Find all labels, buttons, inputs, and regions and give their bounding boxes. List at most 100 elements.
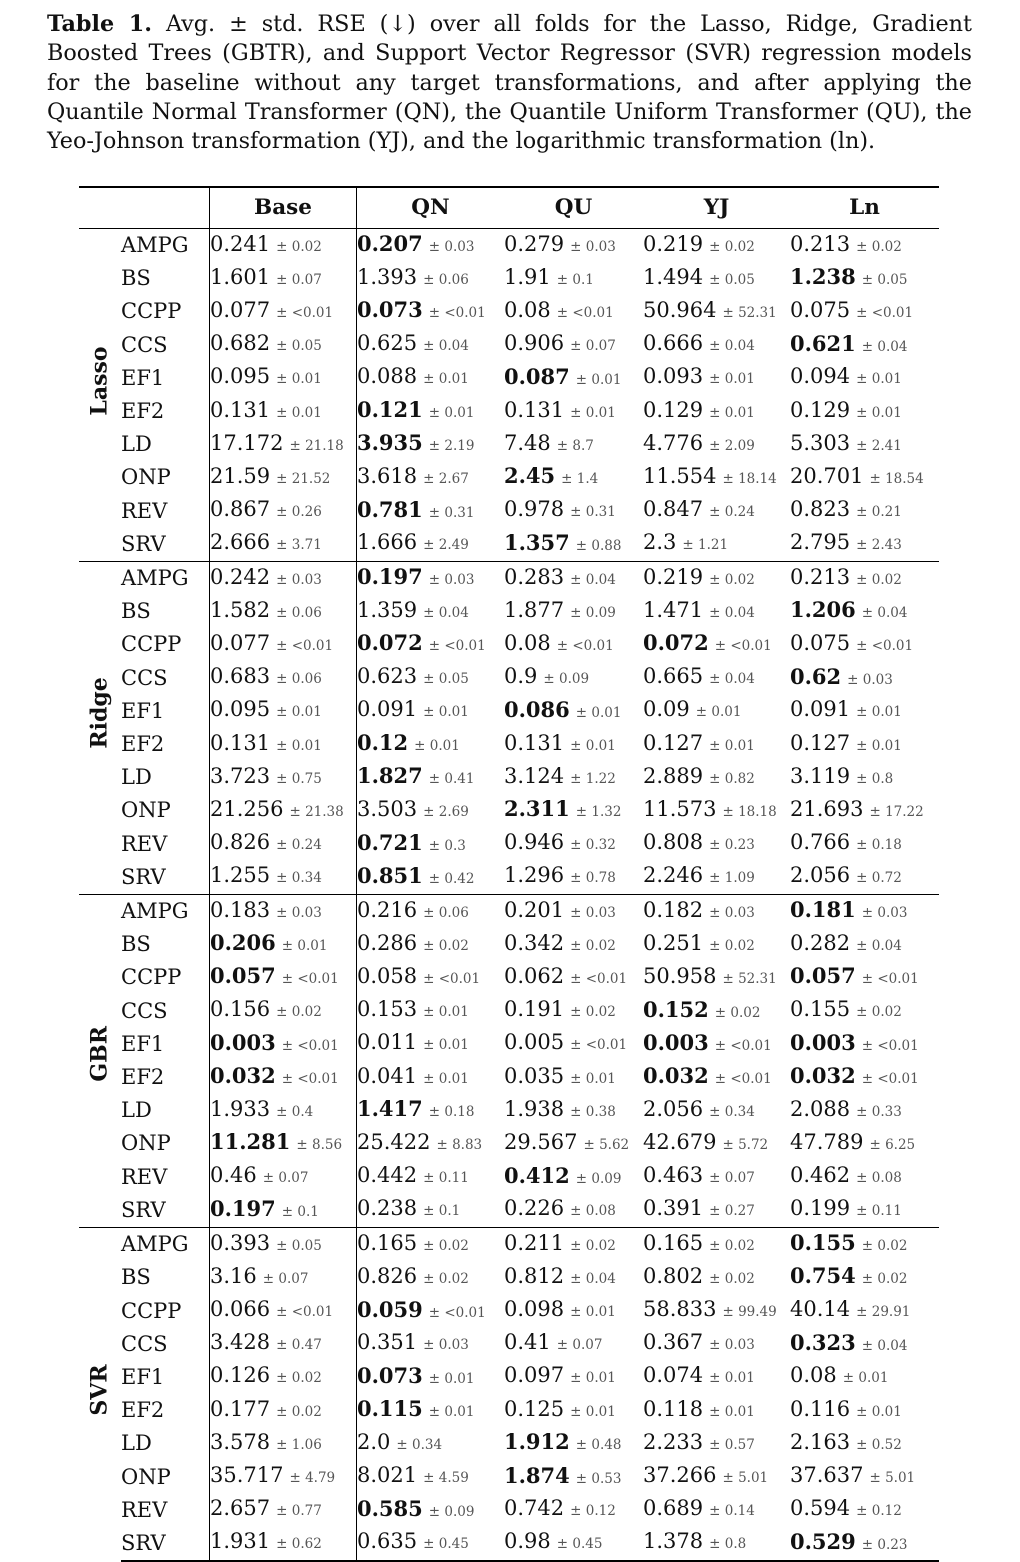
mean-value: 0.802 xyxy=(643,1263,704,1288)
dataset-label: LD xyxy=(121,432,152,457)
dataset-label: CCPP xyxy=(121,299,182,324)
value-cell-base: 1.255 ± 0.34 xyxy=(209,860,357,895)
value-cell-qu: 0.191 ± 0.02 xyxy=(504,995,643,1028)
mean-value: 11.554 xyxy=(643,463,717,488)
std-value: ± <0.01 xyxy=(276,1304,334,1320)
std-value: ± 0.62 xyxy=(276,1536,322,1553)
group-label-cell: Ridge xyxy=(79,561,121,895)
mean-value: 37.266 xyxy=(643,1463,717,1488)
mean-value: 0.226 xyxy=(504,1196,565,1221)
mean-value: 0.46 xyxy=(210,1163,257,1188)
mean-value: 0.129 xyxy=(790,397,851,422)
std-value: ± 0.4 xyxy=(276,1103,314,1120)
std-value: ± <0.01 xyxy=(428,1304,486,1321)
table-row: ONP 35.717 ± 4.79 8.021 ± 4.59 1.874 ± 0.53 37.… xyxy=(79,1460,939,1494)
mean-value: 7.48 xyxy=(504,430,551,455)
value-cell-qu: 0.08 ± <0.01 xyxy=(504,628,643,661)
std-value: ± <0.01 xyxy=(281,971,339,988)
value-cell-ln: 0.213 ± 0.02 xyxy=(790,561,939,596)
value-cell-yj: 0.127 ± 0.01 xyxy=(643,728,790,761)
mean-value: 0.126 xyxy=(210,1363,271,1388)
value-cell-ln: 2.163 ± 0.52 xyxy=(790,1427,939,1460)
best-mean-value: 1.417 xyxy=(357,1096,423,1122)
dataset-label: EF2 xyxy=(121,1065,165,1090)
dataset-label: ONP xyxy=(121,1464,171,1489)
mean-value: 0.219 xyxy=(643,231,704,256)
mean-value: 2.233 xyxy=(643,1429,704,1454)
value-cell-yj: 0.808 ± 0.23 xyxy=(643,828,790,861)
mean-value: 21.256 xyxy=(210,796,284,821)
value-cell-qn: 0.851 ± 0.42 xyxy=(357,861,505,895)
std-value: ± 0.01 xyxy=(276,404,322,421)
std-value: ± 4.79 xyxy=(289,1470,336,1487)
value-cell-qu: 0.412 ± 0.09 xyxy=(504,1161,643,1194)
value-cell-yj: 2.3 ± 1.21 xyxy=(643,528,790,562)
std-value: ± 0.03 xyxy=(423,1337,469,1354)
dataset-label: SRV xyxy=(121,1526,210,1562)
std-value: ± 0.02 xyxy=(709,571,755,588)
mean-value: 3.16 xyxy=(210,1263,257,1288)
value-cell-qu: 1.874 ± 0.53 xyxy=(504,1461,643,1494)
value-cell-yj: 2.246 ± 1.09 xyxy=(643,861,790,895)
best-mean-value: 0.087 xyxy=(504,363,570,389)
value-cell-qn: 0.073 ± 0.01 xyxy=(357,1361,505,1394)
mean-value: 0.183 xyxy=(210,897,271,922)
value-cell-base: 0.241 ± 0.02 xyxy=(209,228,357,263)
std-value: ± 0.78 xyxy=(570,870,616,887)
mean-value: 3.124 xyxy=(504,763,565,788)
value-cell-qn: 0.073 ± <0.01 xyxy=(357,295,505,328)
mean-value: 0.199 xyxy=(790,1196,851,1221)
std-value: ± 1.4 xyxy=(561,471,599,488)
mean-value: 0.165 xyxy=(357,1230,418,1255)
value-cell-qn: 0.442 ± 0.11 xyxy=(357,1161,505,1194)
value-cell-qu: 0.131 ± 0.01 xyxy=(504,395,643,428)
table-row: EF1 0.095 ± 0.01 0.091 ± 0.01 0.086 ± 0.01 0.09… xyxy=(79,694,939,729)
mean-value: 0.165 xyxy=(643,1230,704,1255)
mean-value: 0.093 xyxy=(643,364,704,389)
mean-value: 0.279 xyxy=(504,231,565,256)
table-row: ONP 21.256 ± 21.38 3.503 ± 2.69 2.311 ± 1.32 11… xyxy=(79,794,939,828)
dataset-label: EF2 xyxy=(121,1398,165,1423)
value-cell-qn: 0.165 ± 0.02 xyxy=(356,1227,504,1262)
std-value: ± 0.01 xyxy=(709,1370,755,1387)
mean-value: 0.075 xyxy=(790,297,851,322)
mean-value: 0.978 xyxy=(504,497,565,522)
value-cell-base: 3.723 ± 0.75 xyxy=(209,761,357,795)
std-value: ± 0.02 xyxy=(570,1237,616,1254)
std-value: ± 0.09 xyxy=(428,1503,475,1520)
mean-value: 0.213 xyxy=(790,231,851,256)
std-value: ± 0.02 xyxy=(709,1237,755,1254)
value-cell-base: 0.131 ± 0.01 xyxy=(209,728,357,762)
value-cell-qu: 0.9 ± 0.09 xyxy=(504,662,643,695)
std-value: ± 0.01 xyxy=(414,738,460,755)
std-value: ± 0.45 xyxy=(556,1536,603,1553)
std-value: ± 0.02 xyxy=(276,1004,322,1021)
mean-value: 47.789 xyxy=(790,1129,864,1154)
value-cell-ln: 0.323 ± 0.04 xyxy=(790,1328,939,1361)
std-value: ± 0.18 xyxy=(428,1104,475,1121)
std-value: ± <0.01 xyxy=(556,304,614,321)
std-value: ± 0.02 xyxy=(709,937,755,954)
group-label: GBR xyxy=(86,1026,113,1083)
value-cell-ln: 0.003 ± <0.01 xyxy=(790,1028,939,1061)
column-header-qn: QN xyxy=(356,186,504,229)
value-cell-base: 0.077 ± <0.01 xyxy=(209,628,357,662)
best-mean-value: 0.197 xyxy=(210,1195,276,1221)
value-cell-base: 0.095 ± 0.01 xyxy=(209,361,357,396)
value-cell-qu: 0.978 ± 0.31 xyxy=(504,495,643,528)
table-row: CCPP 0.077 ± <0.01 0.073 ± <0.01 0.08 ± <0.01 5… xyxy=(79,295,939,329)
std-value: ± 0.03 xyxy=(276,571,322,588)
value-cell-yj: 0.219 ± 0.02 xyxy=(643,561,790,596)
std-value: ± 0.07 xyxy=(709,1170,755,1187)
value-cell-qn: 0.238 ± 0.1 xyxy=(357,1194,505,1228)
table-row: BS 1.582 ± 0.06 1.359 ± 0.04 1.877 ± 0.09 1.471… xyxy=(79,595,939,629)
std-value: ± <0.01 xyxy=(856,637,914,654)
std-value: ± 0.02 xyxy=(570,937,616,954)
best-mean-value: 0.207 xyxy=(357,231,423,256)
std-value: ± 5.72 xyxy=(722,1136,769,1153)
std-value: ± 0.04 xyxy=(570,571,616,588)
mean-value: 1.931 xyxy=(210,1529,271,1554)
mean-value: 0.219 xyxy=(643,564,704,589)
std-value: ± 0.02 xyxy=(570,1004,616,1021)
mean-value: 0.127 xyxy=(790,730,851,755)
